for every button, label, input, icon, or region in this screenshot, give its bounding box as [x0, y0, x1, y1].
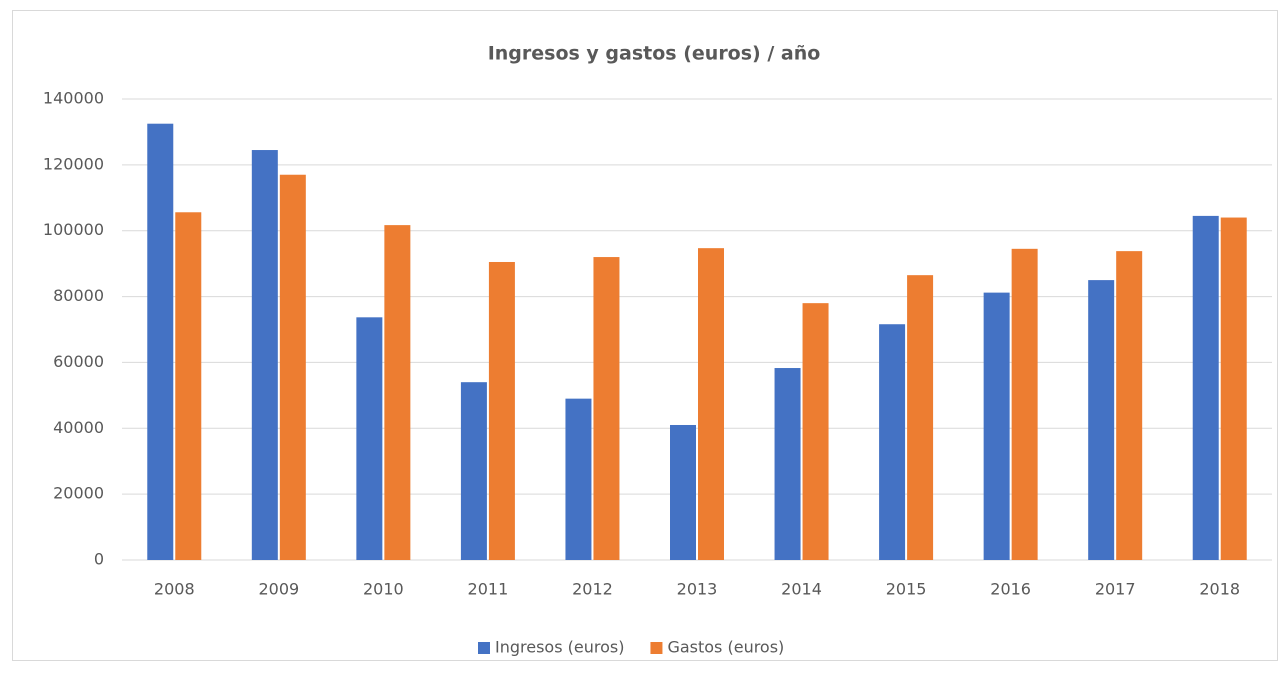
y-tick-label: 140000	[43, 89, 104, 108]
y-tick-label: 80000	[53, 286, 104, 305]
x-tick-label: 2010	[363, 580, 404, 599]
x-tick-label: 2015	[886, 580, 927, 599]
bar	[279, 174, 306, 560]
y-tick-label: 0	[94, 550, 104, 569]
legend-swatch	[478, 642, 490, 654]
bar	[983, 292, 1010, 560]
x-tick-label: 2016	[990, 580, 1031, 599]
legend-swatch	[650, 642, 663, 654]
x-tick-label: 2012	[572, 580, 613, 599]
y-tick-label: 100000	[43, 220, 104, 239]
y-tick-label: 120000	[43, 154, 104, 173]
bar	[565, 398, 592, 560]
chart-border	[12, 10, 1278, 661]
bar	[384, 225, 411, 560]
bar	[593, 257, 620, 560]
bar	[251, 150, 278, 560]
bar	[670, 424, 696, 560]
bar	[1116, 251, 1143, 560]
x-tick-label: 2018	[1199, 580, 1240, 599]
bar	[1088, 280, 1115, 560]
bar	[356, 317, 383, 560]
x-tick-label: 2009	[258, 580, 299, 599]
legend-label: Gastos (euros)	[667, 638, 784, 657]
y-tick-label: 20000	[53, 484, 104, 503]
bar	[1220, 217, 1247, 561]
y-tick-label: 40000	[53, 418, 104, 437]
y-tick-label: 60000	[53, 352, 104, 371]
bar	[802, 303, 829, 560]
bar	[879, 324, 906, 560]
bar	[1192, 215, 1219, 560]
bar	[698, 248, 724, 560]
bar	[1011, 248, 1038, 560]
legend-label: Ingresos (euros)	[495, 638, 624, 657]
x-tick-label: 2011	[468, 580, 509, 599]
x-tick-label: 2014	[781, 580, 822, 599]
bar	[488, 261, 515, 560]
bar	[175, 212, 202, 560]
bar	[907, 275, 934, 560]
bar	[460, 382, 487, 560]
x-tick-label: 2013	[677, 580, 718, 599]
bar	[774, 368, 801, 560]
x-tick-label: 2017	[1095, 580, 1136, 599]
x-tick-label: 2008	[154, 580, 195, 599]
chart-title: Ingresos y gastos (euros) / año	[488, 43, 821, 65]
bar	[147, 123, 174, 561]
